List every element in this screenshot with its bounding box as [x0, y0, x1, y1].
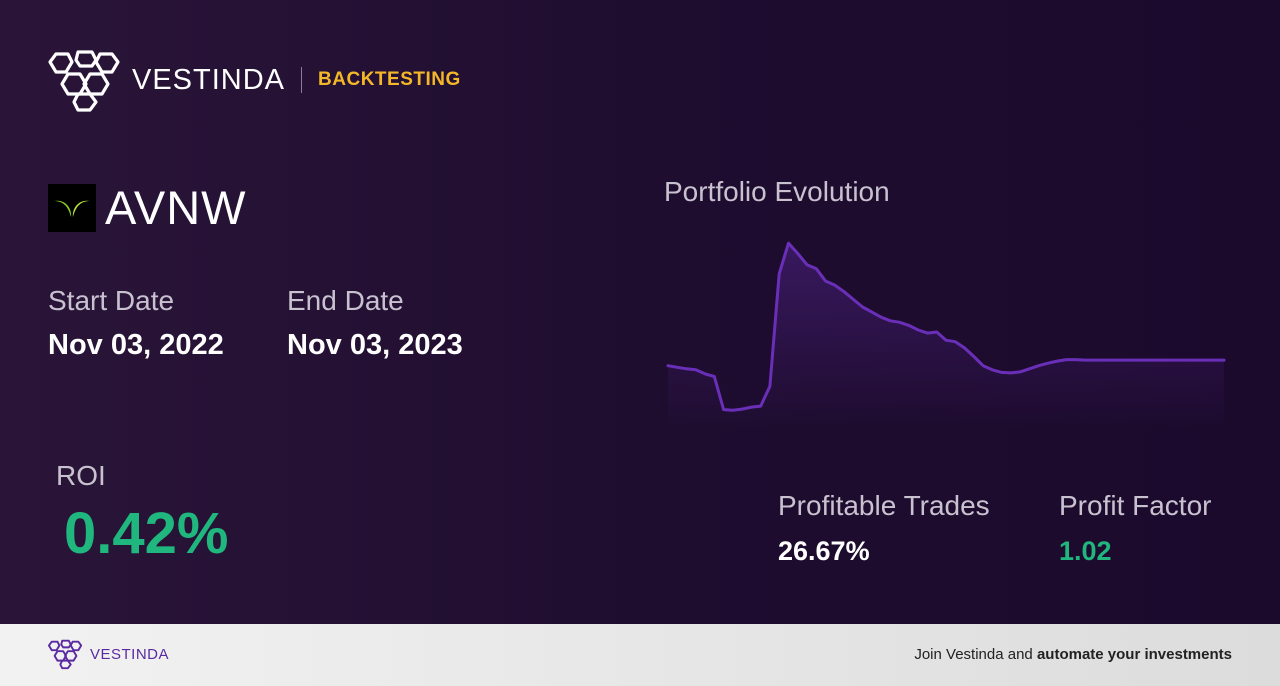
- footer-brand-name: VESTINDA: [90, 645, 170, 663]
- profitable-trades-label: Profitable Trades: [778, 490, 990, 521]
- portfolio-area: [668, 243, 1224, 427]
- brand-tag: BACKTESTING: [318, 69, 461, 90]
- profit-factor-value: 1.02: [1059, 536, 1112, 566]
- footer-brand[interactable]: VESTINDA: [48, 638, 169, 670]
- end-date-block: End Date Nov 03, 2023: [287, 285, 463, 362]
- start-date-value: Nov 03, 2022: [48, 329, 224, 361]
- portfolio-line: [666, 241, 1226, 412]
- brand-name: VESTINDA: [132, 63, 286, 96]
- portfolio-chart: [666, 241, 1226, 427]
- ticker-symbol: AVNW: [105, 181, 247, 234]
- end-date-value: Nov 03, 2023: [287, 329, 463, 361]
- vestinda-logo-icon: [48, 639, 83, 670]
- vestinda-logo-icon: [48, 50, 120, 112]
- footer-bar: VESTINDA Join Vestinda and automate your…: [0, 624, 1280, 686]
- footer-cta[interactable]: Join Vestinda and automate your investme…: [914, 646, 1232, 663]
- footer-cta-bold: automate your investments: [1036, 646, 1232, 663]
- roi-label: ROI: [56, 460, 106, 491]
- profitable-trades-value: 26.67%: [778, 536, 870, 566]
- ticker-heading: AVNW: [48, 180, 247, 235]
- start-date-label: Start Date: [48, 285, 175, 316]
- chart-title: Portfolio Evolution: [664, 176, 890, 207]
- footer-cta-prefix: Join Vestinda and: [914, 646, 1037, 663]
- backtest-card: VESTINDA BACKTESTING AVNW Start Date Nov…: [0, 0, 1280, 624]
- brand-header: VESTINDA BACKTESTING: [48, 48, 461, 112]
- profitable-trades-block: Profitable Trades 26.67%: [778, 490, 990, 567]
- profit-factor-label: Profit Factor: [1059, 490, 1212, 521]
- profit-factor-block: Profit Factor 1.02: [1059, 490, 1211, 567]
- roi-value: 0.42%: [64, 501, 229, 566]
- brand-divider: [301, 67, 303, 93]
- ticker-logo-icon: [48, 183, 96, 232]
- start-date-block: Start Date Nov 03, 2022: [48, 285, 224, 362]
- end-date-label: End Date: [287, 285, 404, 316]
